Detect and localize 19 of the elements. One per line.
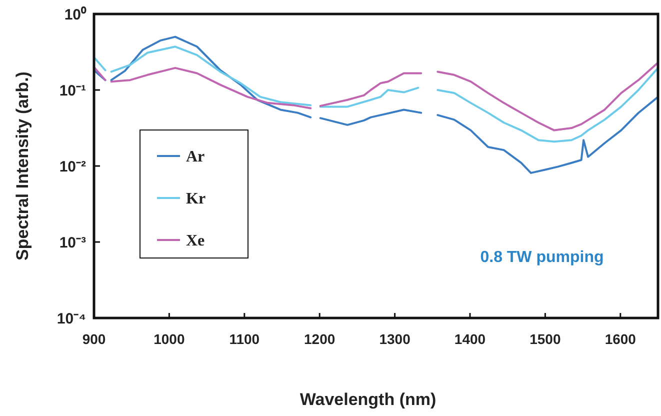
legend-label: Kr [186,190,206,208]
x-tick-label: 1100 [229,331,260,347]
x-tick-label: 1200 [304,331,336,347]
x-tick-label: 1600 [604,331,636,347]
x-tick-label: 1000 [154,331,185,347]
y-tick-label: 10⁻⁴ [56,310,86,328]
x-tick-label: 1500 [530,331,561,347]
x-axis-title: Wavelength (nm) [300,390,436,409]
legend-label: Ar [186,148,205,166]
y-tick-label: 10⁰ [64,5,87,24]
x-tick-label: 900 [82,331,106,347]
y-tick-label: 10⁻² [59,158,86,176]
x-tick-label: 1400 [454,331,486,347]
x-tick-label: 1300 [379,331,411,347]
y-tick-label: 10⁻³ [59,234,86,252]
annotation: 0.8 TW pumping [480,249,604,266]
y-axis-title: Spectral Intensity (arb.) [13,72,32,260]
legend-label: Xe [186,232,205,250]
y-tick-label: 10⁻¹ [59,82,86,100]
